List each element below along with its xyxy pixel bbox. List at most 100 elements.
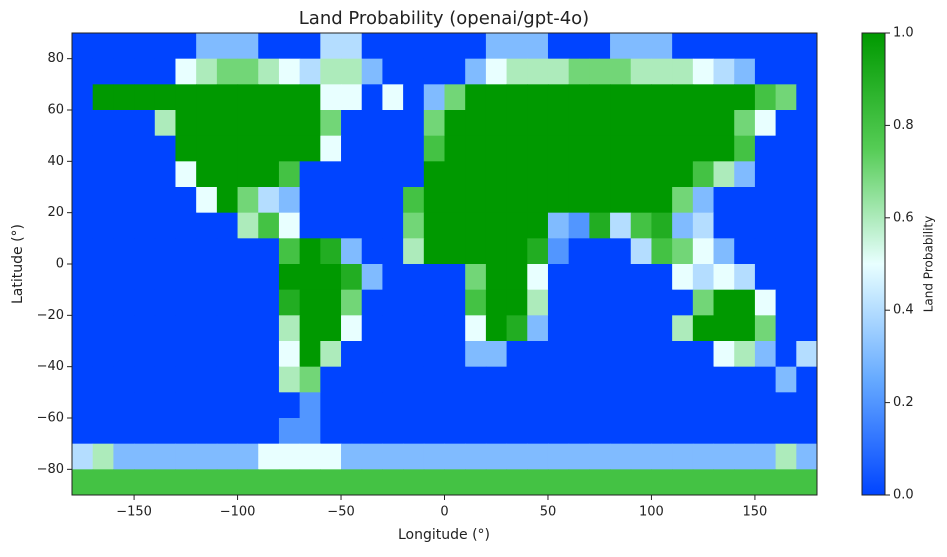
y-tick-label: 60 <box>47 103 64 118</box>
heatmap-cell <box>320 58 342 85</box>
heatmap-cell <box>589 469 611 496</box>
heatmap-cell <box>299 212 321 239</box>
heatmap-cell <box>72 58 94 85</box>
heatmap-cell <box>134 212 156 239</box>
heatmap-cell <box>610 58 632 85</box>
heatmap-cell <box>72 135 94 162</box>
heatmap-cell <box>589 289 611 316</box>
heatmap-cell <box>403 443 425 470</box>
heatmap-cell <box>237 84 259 111</box>
heatmap-cell <box>796 315 818 342</box>
heatmap-cell <box>382 238 404 265</box>
heatmap-cell <box>465 418 487 445</box>
heatmap-cell <box>320 443 342 470</box>
heatmap-cell <box>485 161 508 188</box>
heatmap-cell <box>547 135 570 162</box>
heatmap-cell <box>92 212 114 239</box>
heatmap-cell <box>154 238 176 265</box>
heatmap-cell <box>341 392 363 419</box>
heatmap-cell <box>547 84 570 111</box>
heatmap-cell <box>527 315 549 342</box>
heatmap-cell <box>589 212 611 239</box>
heatmap-cell <box>610 366 632 393</box>
heatmap-cell <box>692 238 715 265</box>
heatmap-cell <box>485 341 508 368</box>
heatmap-cell <box>506 135 528 162</box>
heatmap-cell <box>278 469 301 496</box>
heatmap-cell <box>568 187 590 214</box>
heatmap-cell <box>651 110 673 137</box>
heatmap-cell <box>278 392 301 419</box>
heatmap-cell <box>134 238 156 265</box>
heatmap-cell <box>361 187 383 214</box>
heatmap-cell <box>175 238 197 265</box>
heatmap-cell <box>216 289 239 316</box>
heatmap-cell <box>237 289 259 316</box>
heatmap-cell <box>734 58 756 85</box>
heatmap-cell <box>485 110 508 137</box>
heatmap-cell <box>713 315 735 342</box>
heatmap-cell <box>775 289 797 316</box>
heatmap-cell <box>713 161 735 188</box>
heatmap-cell <box>651 264 673 291</box>
colorbar <box>861 32 886 496</box>
heatmap-cell <box>113 58 135 85</box>
heatmap-cell <box>361 238 383 265</box>
heatmap-cell <box>382 161 404 188</box>
heatmap-cell <box>278 135 301 162</box>
heatmap-cell <box>630 110 652 137</box>
heatmap-cell <box>651 418 673 445</box>
heatmap-cell <box>527 58 549 85</box>
heatmap-cell <box>527 84 549 111</box>
heatmap-cell <box>465 135 487 162</box>
heatmap-cell <box>216 135 239 162</box>
heatmap-cell <box>485 418 508 445</box>
heatmap-cell <box>258 161 280 188</box>
heatmap-cell <box>796 33 818 60</box>
heatmap-cell <box>527 469 549 496</box>
heatmap-cell <box>692 392 715 419</box>
heatmap-cell <box>196 315 218 342</box>
heatmap-cell <box>113 84 135 111</box>
heatmap-cell <box>72 238 94 265</box>
heatmap-cell <box>403 418 425 445</box>
heatmap-cell <box>113 341 135 368</box>
heatmap-cell <box>382 264 404 291</box>
heatmap-cell <box>299 366 321 393</box>
heatmap-cell <box>672 135 694 162</box>
heatmap-cell <box>589 366 611 393</box>
heatmap-cell <box>341 469 363 496</box>
heatmap-cell <box>568 135 590 162</box>
heatmap-cell <box>196 289 218 316</box>
heatmap-cell <box>258 418 280 445</box>
heatmap-cell <box>72 341 94 368</box>
heatmap-cell <box>568 58 590 85</box>
heatmap-cell <box>547 212 570 239</box>
heatmap-cell <box>154 341 176 368</box>
x-tick-label: −50 <box>327 505 354 520</box>
heatmap-cell <box>651 469 673 496</box>
heatmap-cell <box>154 84 176 111</box>
heatmap-cell <box>403 315 425 342</box>
heatmap-cell <box>361 289 383 316</box>
heatmap-cell <box>299 341 321 368</box>
heatmap-cell <box>382 135 404 162</box>
heatmap-cell <box>506 187 528 214</box>
heatmap-cell <box>175 392 197 419</box>
heatmap-cell <box>361 469 383 496</box>
heatmap-cell <box>175 264 197 291</box>
heatmap-cell <box>175 315 197 342</box>
heatmap-cell <box>651 84 673 111</box>
heatmap-cell <box>113 418 135 445</box>
heatmap-cell <box>320 110 342 137</box>
heatmap-cell <box>134 110 156 137</box>
heatmap-cell <box>568 443 590 470</box>
heatmap-cell <box>444 135 466 162</box>
heatmap-cell <box>423 443 445 470</box>
heatmap-cell <box>320 315 342 342</box>
heatmap-cell <box>672 469 694 496</box>
heatmap-cell <box>92 392 114 419</box>
heatmap-cell <box>216 264 239 291</box>
heatmap-cell <box>796 84 818 111</box>
heatmap-cell <box>113 110 135 137</box>
